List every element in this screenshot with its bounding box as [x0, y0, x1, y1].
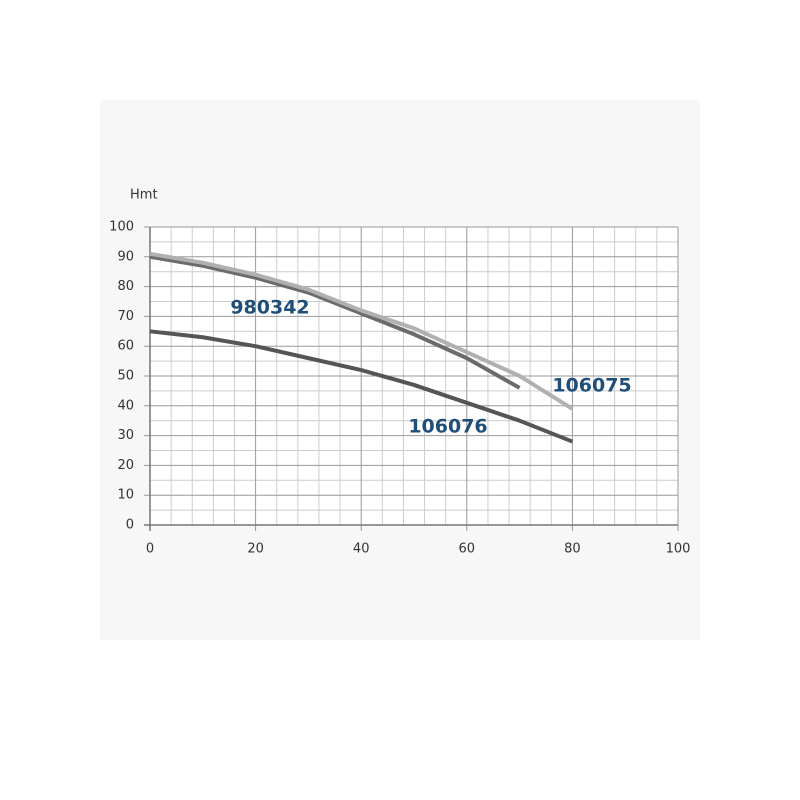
- series-line: [149, 251, 574, 411]
- y-axis-label: Hmt: [130, 188, 158, 203]
- y-tick-label: 60: [117, 339, 134, 354]
- x-tick-label: 0: [146, 542, 154, 557]
- x-tick-label: 100: [666, 542, 691, 557]
- x-tick-label: 80: [564, 542, 581, 557]
- y-tick-label: 0: [126, 518, 134, 533]
- y-tick-label: 70: [117, 309, 134, 324]
- y-tick-label: 100: [109, 220, 134, 235]
- x-tick-label: 60: [459, 542, 476, 557]
- x-tick-label: 40: [353, 542, 370, 557]
- y-tick-label: 20: [117, 458, 134, 473]
- y-tick-label: 30: [117, 428, 134, 443]
- series-label: 106075: [552, 375, 631, 397]
- series-line: [149, 329, 574, 444]
- y-tick-label: 50: [117, 369, 134, 384]
- series-label: 106076: [408, 416, 487, 438]
- y-tick-label: 10: [117, 488, 134, 503]
- series-line: [149, 254, 521, 390]
- series-label: 980342: [230, 297, 309, 319]
- y-tick-label: 80: [117, 279, 134, 294]
- x-tick-label: 20: [247, 542, 264, 557]
- y-tick-label: 40: [117, 398, 134, 413]
- y-tick-label: 90: [117, 249, 134, 264]
